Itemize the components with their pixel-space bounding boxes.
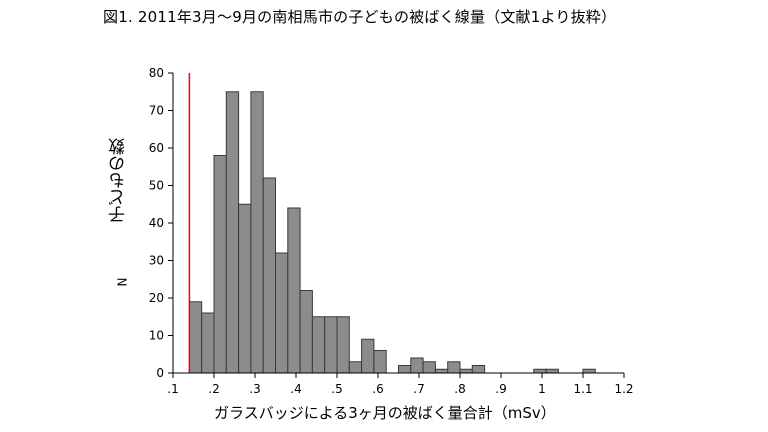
x-tick-label-7: .8 bbox=[454, 382, 465, 396]
y-ticks: 0 10 20 30 40 50 60 70 80 bbox=[149, 66, 173, 380]
y-tick-label-2: 20 bbox=[149, 291, 164, 305]
x-tick-label-9: 1 bbox=[538, 382, 546, 396]
histogram-bar-23 bbox=[471, 365, 486, 374]
y-tick-label-7: 70 bbox=[149, 104, 164, 118]
histogram-bar-13 bbox=[348, 361, 363, 374]
x-tick-label-4: .5 bbox=[331, 382, 342, 396]
y-tick-label-6: 60 bbox=[149, 141, 164, 155]
y-tick-label-3: 30 bbox=[149, 254, 164, 268]
histogram-bar-1 bbox=[201, 312, 215, 374]
histogram-bar-21 bbox=[447, 361, 461, 374]
histogram-bar-10 bbox=[311, 316, 326, 374]
histogram-bar-11 bbox=[324, 316, 338, 374]
x-tick-label-10: 1.1 bbox=[573, 382, 592, 396]
histogram-bar-15 bbox=[373, 350, 387, 374]
histogram-bar-8 bbox=[287, 207, 301, 374]
y-tick-label-1: 10 bbox=[149, 329, 164, 343]
x-tick-label-0: .1 bbox=[167, 382, 178, 396]
histogram-bar-3 bbox=[225, 91, 240, 374]
histogram-bar-17 bbox=[398, 365, 412, 374]
x-axis-label: ガラスバッジによる3ヶ月の被ばく量合計（mSv） bbox=[214, 404, 556, 422]
histogram-bar-6 bbox=[262, 177, 277, 374]
x-tick-label-1: .2 bbox=[208, 382, 219, 396]
histogram-bar-0 bbox=[188, 301, 203, 374]
histogram-bar-28 bbox=[533, 368, 547, 374]
histogram-bar-5 bbox=[250, 91, 264, 374]
histogram-bar-19 bbox=[422, 361, 436, 374]
x-ticks: .1 .2 .3 .4 .5 .6 .7 .8 .9 1 1.1 1.2 bbox=[167, 373, 634, 396]
histogram-bar-29 bbox=[545, 368, 559, 374]
y-tick-label-5: 50 bbox=[149, 179, 164, 193]
histogram-bar-14 bbox=[361, 338, 375, 374]
histogram-bar-9 bbox=[299, 290, 313, 374]
figure-title: 図1. 2011年3月～9月の南相馬市の子どもの被ばく線量（文献1より抜粋） bbox=[103, 8, 617, 26]
x-tick-label-3: .4 bbox=[290, 382, 301, 396]
histogram-bars bbox=[188, 91, 596, 374]
y-tick-label-8: 80 bbox=[149, 66, 164, 80]
histogram-bar-32 bbox=[582, 368, 596, 374]
histogram-bar-4 bbox=[238, 203, 252, 374]
histogram-bar-20 bbox=[434, 368, 449, 374]
histogram-bar-12 bbox=[336, 316, 350, 374]
x-tick-label-8: .9 bbox=[495, 382, 506, 396]
y-tick-label-0: 0 bbox=[156, 366, 164, 380]
y-axis-label: 子どもの数 bbox=[109, 138, 129, 223]
histogram-bar-22 bbox=[459, 368, 473, 374]
x-tick-label-11: 1.2 bbox=[614, 382, 633, 396]
x-tick-label-2: .3 bbox=[249, 382, 260, 396]
y-axis-label-n: N bbox=[115, 277, 130, 287]
x-tick-label-5: .6 bbox=[372, 382, 383, 396]
histogram-bar-18 bbox=[410, 357, 424, 374]
x-tick-label-6: .7 bbox=[413, 382, 424, 396]
histogram-bar-2 bbox=[213, 155, 227, 374]
y-tick-label-4: 40 bbox=[149, 216, 164, 230]
histogram-bar-7 bbox=[275, 252, 289, 374]
